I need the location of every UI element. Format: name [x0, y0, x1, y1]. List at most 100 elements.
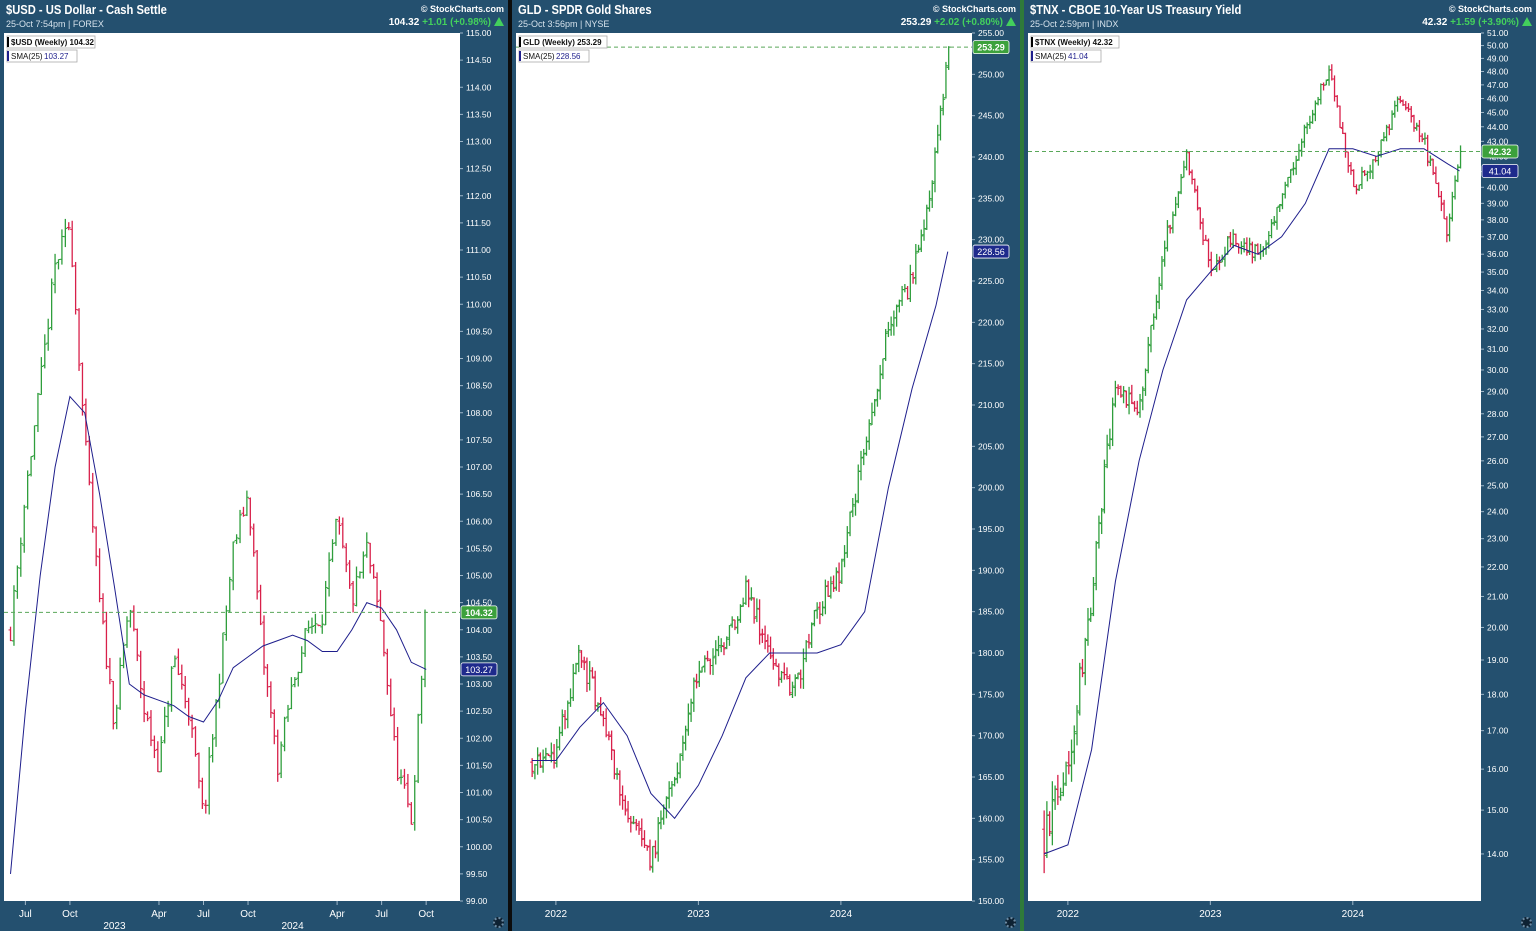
tnx-y-tick-label: 33.00	[1487, 304, 1509, 314]
tnx-y-tick-label: 25.00	[1487, 481, 1509, 491]
usd-settings-gear-icon[interactable]	[493, 917, 504, 928]
tnx-y-tick-label: 49.00	[1487, 53, 1509, 63]
tnx-y-tick-label: 34.00	[1487, 285, 1509, 295]
usd-y-tick-label: 114.00	[466, 82, 492, 92]
tnx-y-tick-label: 38.00	[1487, 215, 1509, 225]
usd-y-tick-label: 108.50	[466, 381, 492, 391]
tnx-y-tick-label: 28.00	[1487, 409, 1509, 419]
usd-y-tick-label: 107.50	[466, 435, 492, 445]
usd-x-tick-label: Apr	[151, 909, 167, 920]
gld-price-tag: 253.29	[977, 43, 1005, 53]
usd-legend-sma-value: 103.27	[44, 52, 69, 61]
gld-y-tick-label: 165.00	[978, 772, 1004, 782]
tnx-panel: $TNX - CBOE 10-Year US Treasury Yield 25…	[1024, 0, 1536, 931]
usd-plot-area[interactable]	[4, 33, 460, 901]
tnx-y-tick-label: 23.00	[1487, 534, 1509, 544]
usd-y-tick-label: 112.50	[466, 164, 492, 174]
usd-sma-tag: 103.27	[465, 665, 493, 675]
gld-y-tick-label: 190.00	[978, 565, 1004, 575]
gld-up-arrow-icon	[1006, 17, 1016, 26]
usd-y-tick-label: 100.50	[466, 815, 492, 825]
tnx-y-tick-label: 14.00	[1487, 849, 1509, 859]
gld-y-tick-label: 205.00	[978, 441, 1004, 451]
gld-settings-gear-icon[interactable]	[1005, 917, 1016, 928]
gld-y-tick-label: 235.00	[978, 193, 1004, 203]
gld-chart-title: GLD - SPDR Gold Shares	[518, 2, 652, 17]
usd-y-tick-label: 108.00	[466, 408, 492, 418]
gld-brand: © StockCharts.com	[933, 4, 1016, 14]
gld-x-tick-label: 2023	[687, 909, 710, 920]
tnx-change: +1.59 (+3.90%)	[1450, 17, 1519, 28]
usd-quote: 104.32 +1.01 (+0.98%)	[389, 17, 504, 28]
tnx-y-tick-label: 19.00	[1487, 655, 1509, 665]
tnx-y-tick-label: 21.00	[1487, 591, 1509, 601]
usd-y-tick-label: 110.50	[466, 272, 492, 282]
tnx-y-tick-label: 26.00	[1487, 456, 1509, 466]
usd-y-tick-label: 113.50	[466, 109, 492, 119]
tnx-legend-sma-value: 41.04	[1068, 52, 1089, 61]
usd-last-price: 104.32	[388, 17, 420, 28]
usd-chart-title: $USD - US Dollar - Cash Settle	[6, 2, 167, 17]
gld-legend-sma-label: SMA(25)	[523, 52, 555, 61]
tnx-legend-sma-swatch	[1031, 51, 1033, 61]
usd-y-tick-label: 109.50	[466, 326, 492, 336]
usd-up-arrow-icon	[494, 17, 504, 26]
tnx-up-arrow-icon	[1522, 17, 1532, 26]
tnx-y-tick-label: 31.00	[1487, 344, 1509, 354]
usd-y-tick-label: 102.50	[466, 706, 492, 716]
usd-price-tag-box	[460, 605, 498, 620]
gld-y-tick-label: 210.00	[978, 400, 1004, 410]
usd-sma-tag-box	[460, 662, 498, 677]
usd-panel: $USD - US Dollar - Cash Settle 25-Oct 7:…	[0, 0, 508, 931]
gld-x-tick-label: 2024	[830, 909, 853, 920]
usd-x-tick-label: Jul	[197, 909, 210, 920]
usd-y-tick-label: 105.50	[466, 543, 492, 553]
gld-y-tick-label: 150.00	[978, 896, 1004, 906]
usd-y-tick-label: 112.00	[466, 191, 492, 201]
gld-legend-sma-swatch	[519, 51, 521, 61]
usd-x-tick-label: Oct	[62, 909, 78, 920]
usd-price-tag: 104.32	[465, 608, 493, 618]
tnx-settings-gear-icon[interactable]	[1521, 917, 1532, 928]
gld-sma-tag: 228.56	[977, 247, 1005, 257]
tnx-y-tick-label: 44.00	[1487, 122, 1509, 132]
usd-y-tick-label: 105.00	[466, 571, 492, 581]
gld-sma-line	[532, 251, 949, 820]
gld-y-tick-label: 180.00	[978, 648, 1004, 658]
usd-y-tick-label: 115.00	[466, 28, 492, 38]
tnx-price-tag-box	[1481, 144, 1519, 159]
usd-y-tick-label: 100.00	[466, 842, 492, 852]
usd-change: +1.01 (+0.98%)	[422, 17, 491, 28]
tnx-y-tick-label: 30.00	[1487, 365, 1509, 375]
usd-y-tick-label: 107.00	[466, 462, 492, 472]
tnx-y-tick-label: 47.00	[1487, 80, 1509, 90]
tnx-y-tick-label: 46.00	[1487, 94, 1509, 104]
gld-y-tick-label: 230.00	[978, 235, 1004, 245]
gld-price-tag-box	[972, 40, 1010, 55]
tnx-plot-area[interactable]	[1028, 33, 1481, 901]
usd-y-tick-label: 103.00	[466, 679, 492, 689]
tnx-y-tick-label: 27.00	[1487, 432, 1509, 442]
usd-y-tick-label: 113.00	[466, 137, 492, 147]
gld-legend-price-swatch	[519, 37, 521, 47]
gld-last-price: 253.29	[900, 17, 932, 28]
usd-y-tick-label: 114.50	[466, 55, 492, 65]
gld-y-tick-label: 215.00	[978, 359, 1004, 369]
gld-y-tick-label: 155.00	[978, 855, 1004, 865]
tnx-sma-tag: 41.04	[1489, 166, 1512, 176]
usd-chart-subtitle: 25-Oct 7:54pm | FOREX	[6, 19, 104, 29]
usd-x-tick-label: Oct	[418, 909, 434, 920]
gld-y-tick-label: 195.00	[978, 524, 1004, 534]
usd-sma-line	[10, 395, 427, 874]
usd-y-tick-label: 99.00	[466, 896, 488, 906]
gld-plot-area[interactable]	[516, 33, 972, 901]
tnx-y-tick-label: 37.00	[1487, 232, 1509, 242]
gld-panel: GLD - SPDR Gold Shares 25-Oct 3:56pm | N…	[512, 0, 1020, 931]
gld-y-tick-label: 185.00	[978, 607, 1004, 617]
usd-x-tick-label: Oct	[240, 909, 256, 920]
gld-y-tick-label: 175.00	[978, 689, 1004, 699]
tnx-sma-line	[1043, 148, 1460, 855]
usd-y-tick-label: 104.50	[466, 598, 492, 608]
gld-chart-subtitle: 25-Oct 3:56pm | NYSE	[518, 19, 610, 29]
tnx-y-tick-label: 39.00	[1487, 198, 1509, 208]
